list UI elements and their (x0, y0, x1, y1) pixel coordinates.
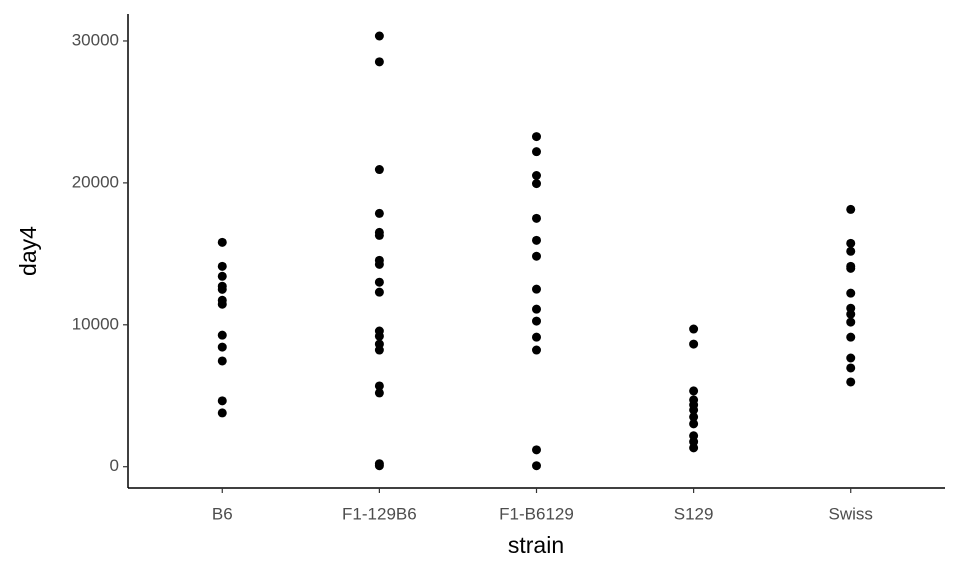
x-tick-label: B6 (212, 504, 233, 523)
point (532, 213, 541, 223)
point (846, 317, 856, 327)
point (217, 284, 227, 294)
point (846, 263, 856, 273)
point (217, 299, 227, 309)
point (217, 237, 227, 247)
y-tick-label: 10000 (72, 314, 119, 333)
point (846, 288, 856, 298)
y-tick-label: 20000 (72, 172, 119, 191)
point (217, 342, 227, 352)
point (532, 445, 541, 455)
point (374, 208, 384, 218)
point (532, 461, 541, 471)
point (374, 331, 384, 341)
point (846, 363, 856, 373)
x-tick-label: Swiss (829, 504, 873, 523)
point (374, 381, 384, 391)
point (532, 316, 541, 326)
point (374, 388, 384, 398)
point (846, 377, 856, 387)
point (532, 179, 541, 189)
point (374, 287, 384, 297)
x-tick-label: F1-B6129 (499, 504, 574, 523)
x-tick-label: F1-129B6 (342, 504, 417, 523)
point (689, 405, 699, 415)
point (689, 443, 699, 453)
point (689, 339, 699, 349)
point (217, 271, 227, 281)
point (846, 353, 856, 363)
point (532, 304, 541, 314)
point (689, 412, 699, 422)
point (532, 332, 541, 342)
point (532, 235, 541, 245)
point (374, 230, 384, 240)
point (532, 171, 541, 181)
point (846, 204, 856, 214)
point (374, 259, 384, 269)
point (374, 165, 384, 175)
point (217, 396, 227, 406)
point (217, 408, 227, 418)
point (846, 238, 856, 248)
y-tick-label: 30000 (72, 30, 119, 49)
point (217, 356, 227, 366)
y-axis-title: day4 (15, 226, 41, 276)
point (374, 31, 384, 41)
point (846, 309, 856, 319)
point (217, 330, 227, 340)
point (532, 147, 541, 157)
point (846, 332, 856, 342)
point (374, 461, 384, 471)
point (689, 386, 699, 396)
point (374, 345, 384, 355)
point (689, 324, 699, 334)
point (689, 419, 699, 429)
point (532, 132, 541, 142)
x-tick-label: S129 (674, 504, 714, 523)
point (217, 261, 227, 271)
point (374, 57, 384, 67)
point (846, 246, 856, 256)
point (532, 251, 541, 261)
x-axis-title: strain (508, 532, 564, 558)
y-tick-label: 0 (110, 456, 119, 475)
point (374, 277, 384, 287)
point (532, 284, 541, 294)
point (532, 345, 541, 355)
